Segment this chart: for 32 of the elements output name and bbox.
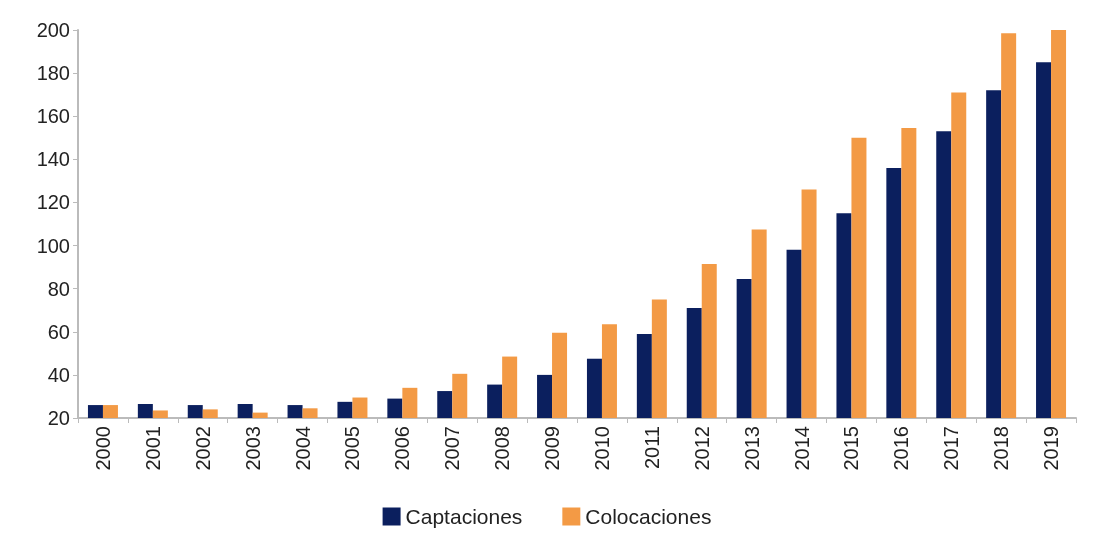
x-tick-label: 2019 — [1040, 426, 1063, 471]
y-tick-label: 100 — [36, 234, 70, 257]
y-tick-label: 60 — [47, 320, 70, 343]
x-tick-label: 2017 — [940, 426, 963, 471]
x-tick-label: 2013 — [740, 426, 763, 471]
x-tick-label: 2015 — [840, 426, 863, 471]
legend-label: Captaciones — [405, 505, 523, 528]
x-tick-label: 2011 — [640, 426, 663, 470]
y-tick-label: 40 — [47, 363, 70, 386]
x-tick-label: 2004 — [291, 426, 314, 471]
x-tick-label: 2005 — [341, 426, 364, 471]
x-tick-label: 2008 — [491, 426, 514, 471]
y-tick-label: 120 — [36, 191, 70, 214]
x-tick-label: 2010 — [590, 426, 613, 471]
x-tick-label: 2007 — [441, 426, 464, 471]
x-tick-label: 2009 — [541, 426, 564, 471]
x-tick-label: 2006 — [391, 426, 414, 471]
y-tick-label: 20 — [47, 407, 70, 429]
x-tick-label: 2002 — [191, 426, 214, 471]
x-tick-label: 2012 — [690, 426, 713, 471]
y-tick-label: 200 — [36, 19, 70, 41]
x-tick-label: 2014 — [790, 426, 813, 471]
legend-label: Colocaciones — [585, 505, 712, 528]
y-tick-label: 180 — [36, 62, 70, 85]
y-tick-label: 160 — [36, 105, 70, 128]
x-tick-label: 2016 — [890, 426, 913, 471]
x-tick-label: 2000 — [91, 426, 114, 471]
x-tick-label: 2003 — [241, 426, 264, 471]
x-tick-label: 2018 — [990, 426, 1013, 471]
y-tick-label: 140 — [36, 148, 70, 171]
y-tick-label: 80 — [47, 277, 70, 300]
x-tick-label: 2001 — [141, 426, 164, 471]
